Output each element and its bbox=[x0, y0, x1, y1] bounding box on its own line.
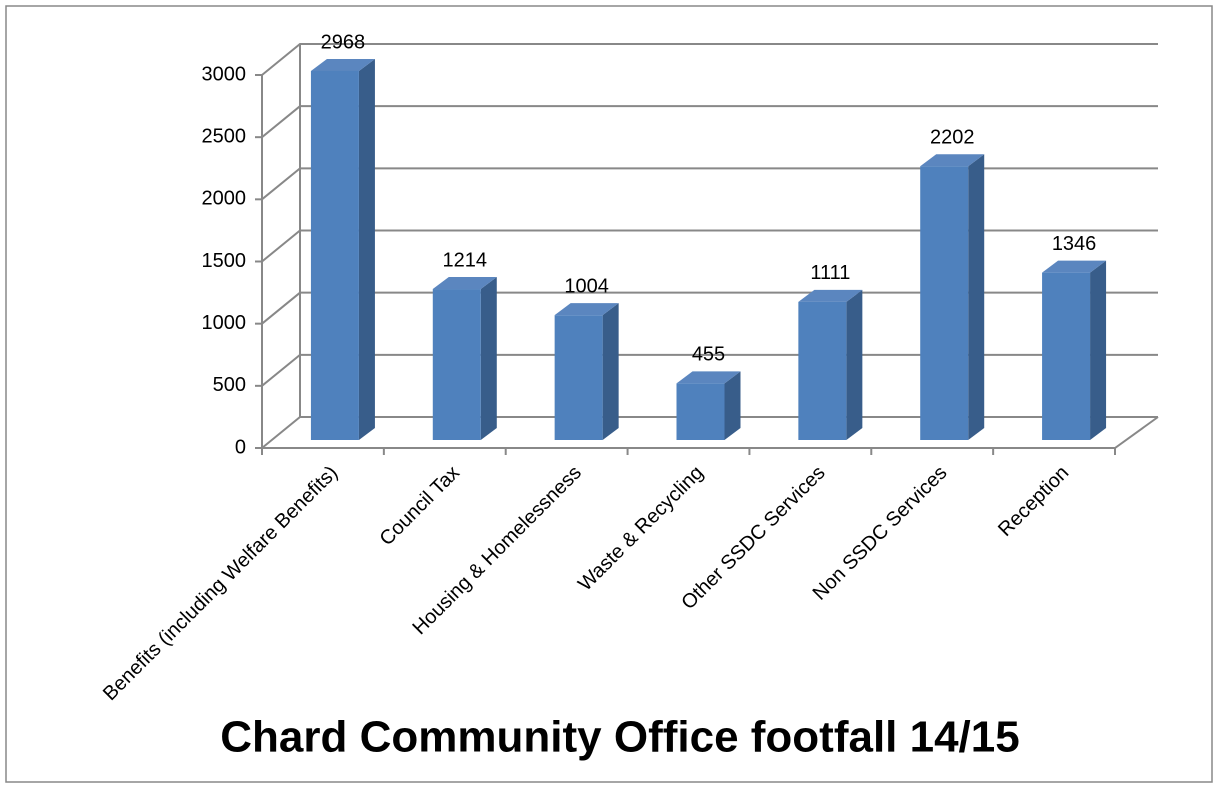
grid-line bbox=[261, 43, 1158, 76]
bar-front bbox=[310, 70, 359, 440]
bar-top bbox=[310, 58, 375, 71]
bar-top bbox=[554, 303, 619, 316]
bar-side bbox=[1090, 260, 1107, 440]
y-tick-label: 2500 bbox=[202, 125, 247, 147]
bar-front bbox=[920, 166, 969, 440]
data-label: 2202 bbox=[930, 126, 975, 148]
grid-line bbox=[261, 229, 1158, 263]
bar-top bbox=[676, 371, 741, 384]
grid-line bbox=[261, 353, 1158, 387]
bar bbox=[920, 154, 985, 440]
bar-front bbox=[676, 383, 725, 440]
data-label: 2968 bbox=[321, 31, 366, 53]
y-tick-label: 500 bbox=[213, 374, 246, 396]
bar-top bbox=[1042, 260, 1107, 273]
bar bbox=[432, 277, 497, 440]
bar bbox=[1042, 260, 1107, 440]
data-label: 1111 bbox=[810, 262, 850, 284]
bar-side bbox=[480, 277, 497, 440]
bar-front bbox=[798, 301, 847, 440]
y-tick-label: 0 bbox=[235, 436, 246, 458]
bar-side bbox=[968, 154, 985, 440]
bar-side bbox=[602, 303, 619, 440]
bar-side bbox=[724, 371, 741, 440]
bar-side bbox=[358, 58, 375, 440]
y-tick-label: 3000 bbox=[202, 63, 247, 85]
bar-top bbox=[798, 289, 863, 302]
bar-front bbox=[1042, 272, 1091, 440]
data-label: 455 bbox=[692, 344, 725, 366]
chart-title: Chard Community Office footfall 14/15 bbox=[220, 713, 1019, 762]
grid-line bbox=[261, 105, 1158, 138]
bar-top bbox=[920, 154, 985, 167]
data-label: 1346 bbox=[1052, 233, 1097, 255]
y-tick-label: 1500 bbox=[202, 250, 247, 272]
grid-line bbox=[261, 167, 1158, 201]
bar-side bbox=[846, 289, 863, 440]
bar-front bbox=[554, 315, 603, 440]
y-tick-label: 2000 bbox=[202, 188, 247, 210]
bar bbox=[798, 289, 863, 440]
bar bbox=[310, 58, 375, 440]
bar bbox=[676, 371, 741, 440]
grid-line bbox=[261, 416, 1158, 449]
grid-line bbox=[261, 291, 1158, 325]
data-label: 1004 bbox=[564, 275, 609, 297]
data-label: 1214 bbox=[443, 249, 488, 271]
bar-front bbox=[432, 289, 481, 440]
bar-top bbox=[432, 277, 497, 290]
bar bbox=[554, 303, 619, 440]
y-tick-label: 1000 bbox=[202, 312, 247, 334]
